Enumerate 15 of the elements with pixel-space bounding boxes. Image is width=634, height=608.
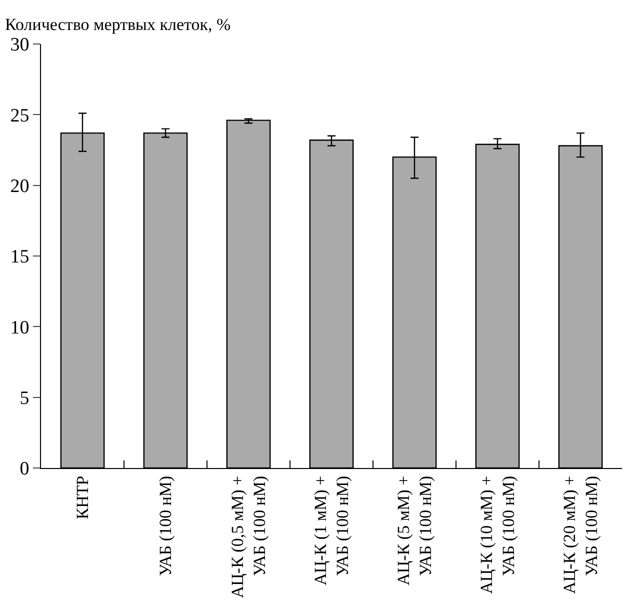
- x-tick-label: КНТР: [73, 476, 92, 520]
- x-tick-label: АЦ-К (20 мМ) + УАБ (100 нМ): [560, 476, 602, 594]
- x-tick-label: АЦ-К (0,5 мМ) + УАБ (100 нМ): [228, 476, 270, 598]
- x-tick-label: АЦ-К (10 мМ) + УАБ (100 нМ): [476, 476, 518, 594]
- y-tick-label: 0: [20, 458, 30, 480]
- y-tick-label: 10: [10, 317, 30, 338]
- y-tick-label: 15: [10, 246, 30, 268]
- x-tick-label: УАБ (100 нМ): [156, 476, 176, 576]
- y-tick-label: 30: [10, 34, 30, 56]
- y-tick-label: 5: [20, 388, 30, 409]
- y-tick-label: 25: [10, 105, 30, 126]
- y-axis-title: Количество мертвых клеток, %: [5, 15, 231, 34]
- x-tick-label: АЦ-К (1 мМ) + УАБ (100 нМ): [310, 476, 352, 586]
- y-tick-label: 20: [10, 176, 30, 197]
- x-tick-label: АЦ-К (5 мМ) + УАБ (100 нМ): [394, 476, 436, 586]
